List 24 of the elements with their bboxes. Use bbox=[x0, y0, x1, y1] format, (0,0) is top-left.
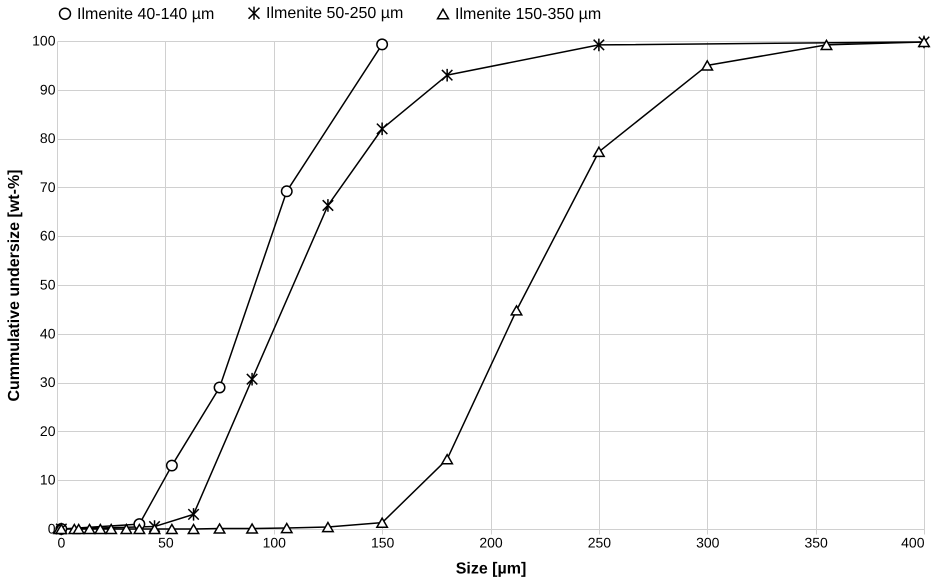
x-tick-label: 300 bbox=[696, 534, 720, 550]
x-tick-label: 100 bbox=[262, 534, 286, 550]
legend-label: Ilmenite 150-350 µm bbox=[455, 6, 602, 23]
y-tick-label: 30 bbox=[40, 374, 56, 390]
y-tick-label: 10 bbox=[40, 472, 56, 488]
y-tick-label: 40 bbox=[40, 325, 56, 342]
x-tick-label: 250 bbox=[588, 534, 612, 550]
x-tick-label: 400 bbox=[901, 534, 925, 550]
x-axis-title: Size [µm] bbox=[456, 560, 526, 578]
y-tick-label: 60 bbox=[40, 228, 56, 244]
legend-label: Ilmenite 50-250 µm bbox=[266, 5, 404, 22]
x-tick-label: 50 bbox=[158, 534, 174, 550]
y-tick-label: 0 bbox=[48, 520, 56, 536]
y-tick-label: 80 bbox=[40, 130, 56, 146]
x-tick-label: 150 bbox=[370, 534, 395, 550]
y-tick-label: 100 bbox=[32, 32, 56, 48]
legend-label: Ilmenite 40-140 µm bbox=[77, 6, 214, 23]
x-tick-label: 350 bbox=[804, 534, 828, 550]
y-axis-title: Cummulative undersize [wt-%] bbox=[6, 169, 24, 402]
y-tick-label: 70 bbox=[40, 178, 56, 195]
y-tick-label: 20 bbox=[40, 422, 56, 439]
x-tick-label: 200 bbox=[479, 534, 503, 550]
y-tick-label: 50 bbox=[40, 276, 56, 292]
y-tick-label: 90 bbox=[40, 81, 56, 98]
